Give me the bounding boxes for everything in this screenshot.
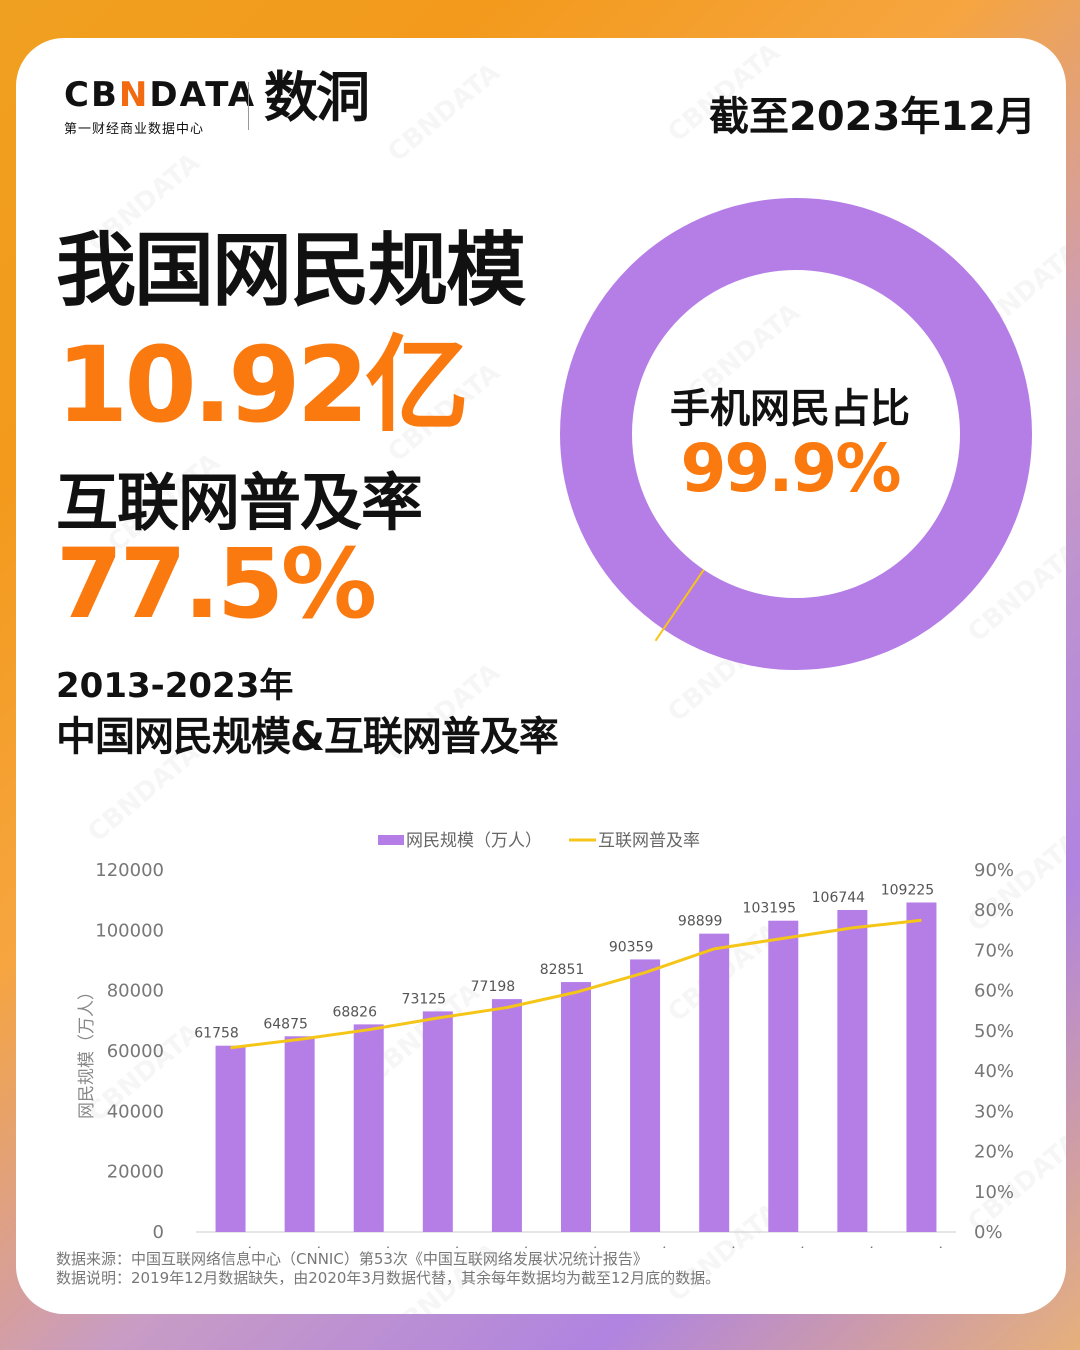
users-value: 10.92亿 — [56, 324, 469, 446]
bar-2022年 — [837, 909, 868, 1232]
footer-note: 数据说明：2019年12月数据缺失，由2020年3月数据代替，其余每年数据均为截… — [56, 1269, 721, 1287]
x-tick-label: 2016年 — [406, 1246, 470, 1248]
legend-label-rate: 互联网普及率 — [598, 831, 700, 851]
y-tick-label: 100000 — [95, 920, 164, 941]
cbndata-logo: CBNDATA 第一财经商业数据中心 — [64, 78, 256, 137]
donut-main-arc — [560, 198, 1032, 670]
bar-value-label: 61758 — [194, 1026, 239, 1042]
y2-tick-label: 90% — [974, 860, 1014, 881]
bar-value-label: 64875 — [263, 1016, 308, 1032]
bar-2019年 — [630, 959, 661, 1232]
bar-value-label: 73125 — [402, 991, 447, 1007]
x-tick-label: 2023年 — [890, 1246, 954, 1248]
bar-value-label: 103195 — [743, 901, 796, 917]
chart-years: 2013-2023年 — [56, 666, 294, 706]
rate-value: 77.5% — [56, 528, 377, 640]
users-title: 我国网民规模 — [56, 224, 526, 317]
donut-value: 99.9% — [680, 430, 902, 507]
y-tick-label: 40000 — [107, 1101, 164, 1122]
bar-2015年 — [353, 1024, 384, 1232]
bar-2017年 — [491, 999, 522, 1232]
bar-value-label: 82851 — [540, 962, 585, 978]
cbn-suffix: DATA — [149, 75, 257, 115]
cbn-prefix: CB — [64, 75, 119, 115]
cbndata-subtitle: 第一财经商业数据中心 — [64, 122, 205, 137]
bar-2018年 — [561, 982, 591, 1232]
y-tick-label: 0 — [153, 1222, 164, 1243]
cbn-n: N — [118, 75, 150, 115]
bar-2014年 — [284, 1036, 315, 1232]
x-tick-label: 2021年 — [751, 1246, 815, 1248]
mobile-share-donut — [560, 198, 1032, 670]
logo-divider — [248, 82, 249, 130]
date-label: 截至2023年12月 — [709, 94, 1036, 140]
y-tick-label: 20000 — [107, 1162, 164, 1183]
y2-tick-label: 0% — [974, 1222, 1003, 1243]
cbndata-wordmark: CBNDATA — [64, 78, 256, 112]
y-axis-label: 网民规模（万人） — [77, 983, 97, 1119]
y-tick-label: 120000 — [95, 860, 164, 881]
rate-title: 互联网普及率 — [56, 466, 423, 539]
bar-2021年 — [768, 920, 799, 1232]
watermark: CBNDATA — [382, 58, 506, 169]
y2-tick-label: 50% — [974, 1021, 1014, 1042]
users-rate-chart: 网民规模（万人） 互联网普及率 0 20000 40000 60000 80000 10000… — [77, 831, 1014, 1248]
bar-value-label: 77198 — [471, 979, 516, 995]
footer-source: 数据来源：中国互联网络信息中心（CNNIC）第53次《中国互联网络发展状况统计报… — [56, 1250, 648, 1268]
y2-tick-label: 70% — [974, 940, 1014, 961]
x-tick-label: 2017年 — [475, 1246, 539, 1248]
donut-rest-slice — [654, 569, 705, 642]
infographic-card: CBNDATA CBNDATA CBNDATA CBNDATA CBNDATA … — [16, 38, 1066, 1314]
chart-title: 中国网民规模&互联网普及率 — [56, 714, 559, 760]
legend-label-users: 网民规模（万人） — [406, 831, 542, 851]
x-tick-label: 2022年 — [820, 1246, 884, 1248]
bar-2016年 — [422, 1011, 453, 1232]
y2-tick-label: 30% — [974, 1101, 1014, 1122]
y2-tick-label: 10% — [974, 1182, 1014, 1203]
shudong-logo: 数洞 — [264, 66, 370, 129]
donut-label: 手机网民占比 — [670, 386, 910, 432]
x-tick-label: 2014年 — [268, 1246, 332, 1248]
y2-tick-label: 20% — [974, 1142, 1014, 1163]
bar-value-label: 98899 — [678, 914, 723, 930]
x-tick-label: 2018年 — [544, 1246, 608, 1248]
bar-value-label: 90359 — [609, 939, 654, 955]
x-tick-label: 2019年 — [613, 1246, 677, 1248]
bar-2013年 — [215, 1045, 246, 1232]
bar-value-label: 106744 — [812, 890, 866, 906]
x-tick-label: 2015年 — [337, 1246, 401, 1248]
x-tick-label: 2013年 — [199, 1246, 263, 1248]
y-tick-label: 80000 — [107, 981, 164, 1002]
y2-tick-label: 40% — [974, 1061, 1014, 1082]
y2-tick-label: 80% — [974, 900, 1014, 921]
bar-value-label: 68826 — [332, 1004, 377, 1020]
bar-2023年 — [906, 902, 937, 1232]
y-tick-label: 60000 — [107, 1041, 164, 1062]
bar-value-label: 109225 — [881, 883, 934, 899]
bar-2020年 — [699, 933, 730, 1232]
x-tick-label: 2020年 — [682, 1246, 746, 1248]
legend-swatch-users — [378, 835, 404, 845]
y2-tick-label: 60% — [974, 981, 1014, 1002]
